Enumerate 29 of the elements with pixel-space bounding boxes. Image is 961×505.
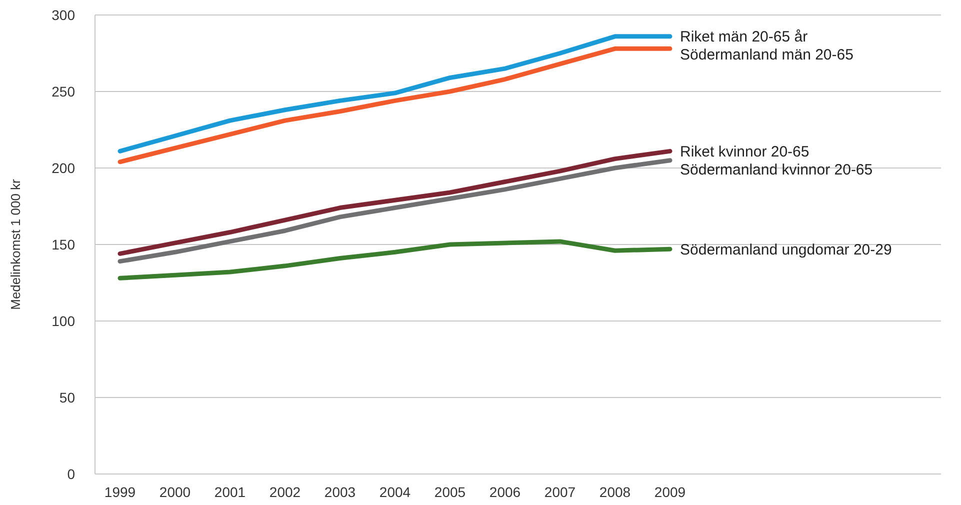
series-label: Riket kvinnor 20-65 bbox=[680, 143, 810, 160]
line-series bbox=[118, 46, 672, 164]
x-tick-label: 2000 bbox=[159, 484, 191, 500]
x-tick-label: 2006 bbox=[489, 484, 521, 500]
x-tick-label: 2003 bbox=[324, 484, 356, 500]
series-label: Södermanland ungdomar 20-29 bbox=[680, 241, 892, 258]
y-tick-label: 0 bbox=[67, 466, 76, 482]
x-tick-label: 2001 bbox=[214, 484, 246, 500]
x-tick-label: 2007 bbox=[544, 484, 576, 500]
y-tick-label: 250 bbox=[52, 83, 76, 100]
x-tick-label: 1999 bbox=[104, 484, 136, 500]
y-axis-title: Medelinkomst 1 000 kr bbox=[8, 178, 23, 310]
series-label: Riket män 20-65 år bbox=[680, 28, 808, 46]
y-tick-label: 100 bbox=[52, 312, 76, 329]
line-series bbox=[118, 239, 672, 280]
x-tick-label: 2009 bbox=[654, 484, 686, 500]
x-tick-label: 2008 bbox=[599, 484, 631, 500]
series-label: Södermanland kvinnor 20-65 bbox=[680, 161, 873, 178]
y-tick-label: 200 bbox=[52, 160, 76, 176]
line-series bbox=[118, 158, 672, 264]
y-tick-label: 300 bbox=[52, 6, 76, 23]
series-label: Södermanland män 20-65 bbox=[680, 46, 854, 64]
x-tick-label: 2004 bbox=[379, 484, 411, 500]
y-tick-label: 50 bbox=[59, 389, 76, 406]
x-tick-label: 2005 bbox=[434, 484, 466, 500]
line-series bbox=[118, 148, 672, 256]
y-tick-label: 150 bbox=[52, 236, 76, 252]
x-tick-label: 2002 bbox=[269, 484, 301, 500]
line-series bbox=[118, 34, 672, 154]
